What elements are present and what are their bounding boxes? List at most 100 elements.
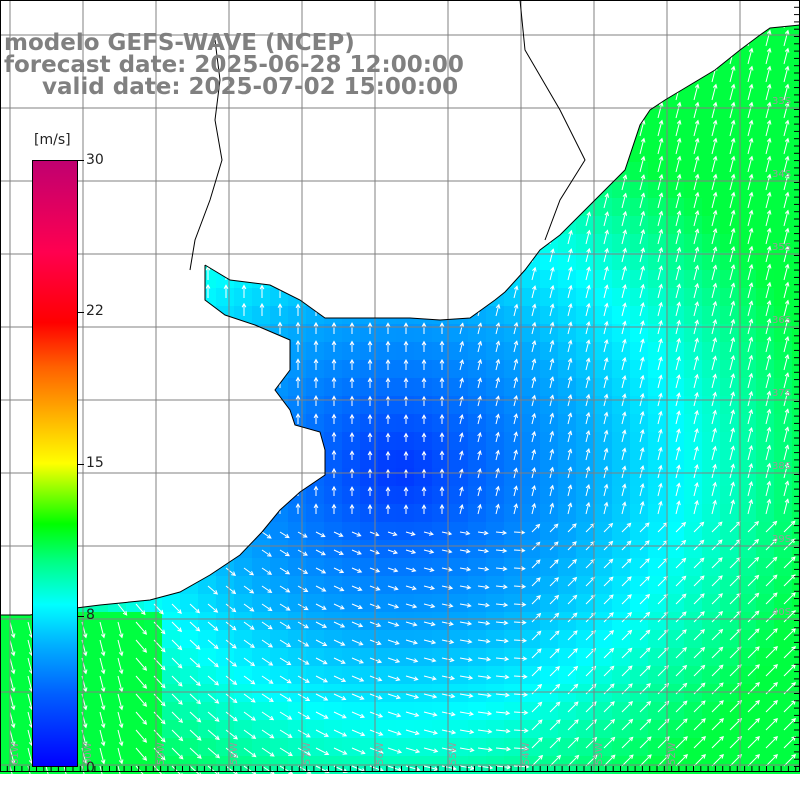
wind-arrow <box>585 284 591 299</box>
wind-arrow <box>639 320 645 335</box>
wind-arrow <box>349 358 355 370</box>
wind-arrow <box>729 191 736 209</box>
wind-speed-cell <box>486 360 504 378</box>
wind-speed-cell <box>378 540 396 558</box>
wind-speed-cell <box>342 558 360 576</box>
wind-arrow <box>477 413 482 425</box>
wind-arrow <box>117 765 124 783</box>
wind-speed-cell <box>738 684 756 702</box>
wind-arrow <box>279 711 293 720</box>
wind-arrow <box>585 339 591 353</box>
wind-speed-cell <box>324 666 342 684</box>
wind-arrow <box>513 358 519 371</box>
wind-speed-cell <box>756 504 774 522</box>
wind-arrow <box>549 394 555 407</box>
wind-speed-cell <box>540 558 558 576</box>
wind-arrow <box>441 621 454 626</box>
wind-arrow <box>513 413 519 425</box>
wind-speed-cell <box>666 414 684 432</box>
wind-speed-cell <box>450 432 468 450</box>
wind-arrow <box>387 729 402 736</box>
wind-arrow <box>403 340 409 352</box>
wind-arrow <box>747 718 760 731</box>
wind-speed-cell <box>684 360 702 378</box>
longitude-label: 53W <box>594 742 605 765</box>
wind-speed-cell <box>774 108 792 126</box>
wind-arrow <box>747 227 754 245</box>
wind-arrow <box>331 413 337 424</box>
wind-speed-cell <box>558 594 576 612</box>
wind-speed-cell <box>306 522 324 540</box>
wind-arrow <box>729 355 736 371</box>
wind-arrow <box>567 754 580 767</box>
wind-speed-cell <box>414 684 432 702</box>
wind-arrow <box>477 503 482 515</box>
wind-speed-cell <box>198 684 216 702</box>
latitude-label: 38S <box>772 461 791 472</box>
wind-speed-cell <box>774 288 792 306</box>
wind-speed-cell <box>486 594 504 612</box>
wind-arrow <box>747 520 760 533</box>
wind-speed-cell <box>270 522 288 540</box>
wind-speed-cell <box>594 558 612 576</box>
wind-speed-cell <box>576 360 594 378</box>
wind-speed-cell <box>558 630 576 648</box>
wind-speed-cell <box>486 612 504 630</box>
wind-arrow <box>747 463 754 479</box>
wind-speed-cell <box>468 666 486 684</box>
wind-speed-cell <box>576 558 594 576</box>
wind-speed-cell <box>612 450 630 468</box>
wind-speed-cell <box>396 540 414 558</box>
wind-speed-cell <box>756 414 774 432</box>
wind-speed-cell <box>342 504 360 522</box>
wind-arrow <box>441 603 454 608</box>
wind-arrow <box>783 227 790 245</box>
wind-speed-cell <box>702 414 720 432</box>
wind-speed-cell <box>432 684 450 702</box>
wind-arrow <box>99 657 106 675</box>
wind-speed-cell <box>504 342 522 360</box>
wind-arrow <box>765 372 772 389</box>
wind-speed-cell <box>342 666 360 684</box>
wind-arrow <box>711 646 724 659</box>
wind-speed-cell <box>558 306 576 324</box>
wind-speed-cell <box>342 432 360 450</box>
wind-arrow <box>711 137 718 155</box>
wind-speed-cell <box>216 594 234 612</box>
wind-arrow <box>297 639 310 647</box>
wind-speed-cell <box>756 252 774 270</box>
wind-arrow <box>205 283 211 298</box>
wind-speed-cell <box>486 378 504 396</box>
wind-speed-cell <box>612 702 630 720</box>
wind-speed-cell <box>720 576 738 594</box>
wind-arrow <box>783 65 790 83</box>
wind-arrow <box>783 263 790 281</box>
wind-arrow <box>99 729 106 747</box>
wind-speed-cell <box>396 594 414 612</box>
wind-arrow <box>495 340 501 353</box>
wind-arrow <box>603 465 609 479</box>
wind-arrow <box>349 432 355 442</box>
wind-speed-cell <box>270 720 288 738</box>
wind-arrow <box>603 447 609 461</box>
wind-speed-cell <box>756 684 774 702</box>
wind-arrow <box>369 747 384 754</box>
wind-speed-cell <box>648 612 666 630</box>
wind-speed-cell <box>594 522 612 540</box>
wind-arrow <box>675 736 688 749</box>
wind-arrow <box>729 391 736 407</box>
wind-speed-cell <box>648 450 666 468</box>
wind-speed-cell <box>576 252 594 270</box>
wind-arrow <box>531 523 541 533</box>
wind-speed-cell <box>630 396 648 414</box>
wind-arrow <box>621 558 632 569</box>
wind-speed-cell <box>738 306 756 324</box>
wind-speed-cell <box>324 486 342 504</box>
wind-arrow <box>421 486 427 496</box>
wind-speed-cell <box>432 504 450 522</box>
wind-speed-cell <box>720 666 738 684</box>
wind-arrow <box>783 574 796 587</box>
wind-arrow <box>135 675 148 689</box>
wind-arrow <box>675 228 682 245</box>
wind-speed-cell <box>504 486 522 504</box>
